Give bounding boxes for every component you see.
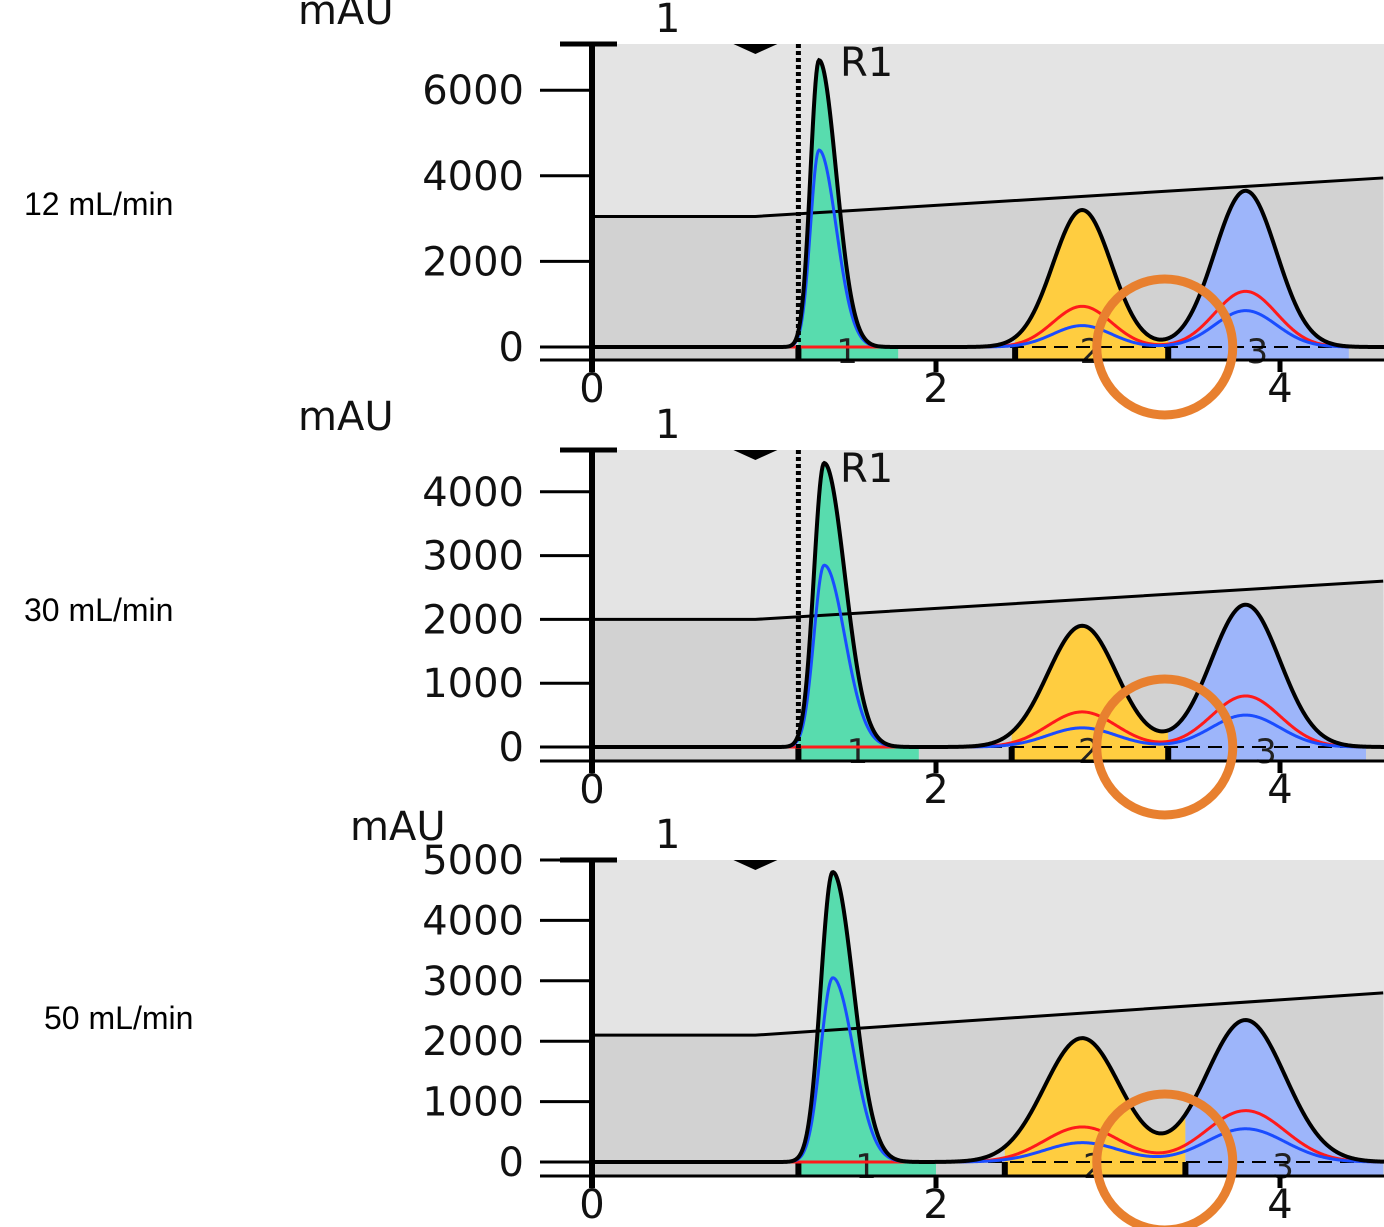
peak-label-r1: R1 <box>840 40 893 86</box>
x-tick-label: 2 <box>923 1182 948 1227</box>
fraction-marker <box>1012 347 1019 361</box>
row-label-30: 30 mL/min <box>24 592 174 628</box>
y-axis-label: mAU <box>350 804 446 850</box>
trace-black <box>592 869 1384 1164</box>
marker-label: 1 <box>655 0 680 42</box>
y-tick-label: 0 <box>499 725 524 771</box>
y-axis-label: mAU <box>298 0 394 34</box>
fraction-fill-2 <box>1004 1038 1186 1175</box>
y-tick-label: 3000 <box>422 534 524 580</box>
fraction-label: 1 <box>847 732 869 772</box>
fraction-marker <box>1165 347 1172 361</box>
marker-label: 1 <box>655 812 680 858</box>
x-tick-label: 4 <box>1267 1182 1292 1227</box>
trace-black <box>592 460 1384 749</box>
y-tick-label: 1000 <box>422 661 524 707</box>
fraction-fill-1 <box>798 60 899 360</box>
x-tick-label: 2 <box>923 366 948 412</box>
fraction-label: 1 <box>855 1147 877 1187</box>
y-tick-label: 2000 <box>422 1019 524 1065</box>
fraction-marker <box>1008 747 1015 761</box>
x-tick-label: 0 <box>579 366 604 412</box>
row-label-50: 50 mL/min <box>44 1000 194 1036</box>
fraction-fill-1 <box>798 872 936 1175</box>
highlight-circle <box>1092 674 1238 820</box>
gradient-line <box>592 579 1384 621</box>
fraction-fill-3 <box>1168 190 1349 360</box>
y-tick-label: 2000 <box>422 239 524 285</box>
fraction-label: 3 <box>1247 332 1269 372</box>
x-tick-label: 4 <box>1267 366 1292 412</box>
y-tick-label: 2000 <box>422 597 524 643</box>
y-tick-label: 6000 <box>422 68 524 114</box>
gradient-region <box>592 177 1384 360</box>
x-tick-label: 4 <box>1267 767 1292 813</box>
fraction-label: 3 <box>1272 1147 1294 1187</box>
marker-triangle-icon <box>733 450 778 460</box>
row-label-12: 12 mL/min <box>24 186 174 222</box>
y-tick-label: 0 <box>499 1140 524 1186</box>
y-tick-label: 3000 <box>422 959 524 1005</box>
fraction-label: 1 <box>836 332 858 372</box>
y-axis-label: mAU <box>298 394 394 440</box>
y-tick-label: 4000 <box>422 470 524 516</box>
y-tick-label: 5000 <box>422 838 524 884</box>
x-tick-label: 0 <box>579 767 604 813</box>
x-tick-label: 0 <box>579 1182 604 1227</box>
fraction-marker <box>1165 747 1172 761</box>
y-tick-label: 1000 <box>422 1080 524 1126</box>
fraction-marker <box>1001 1162 1008 1176</box>
fraction-fill-3 <box>1185 1020 1384 1175</box>
y-tick-label: 4000 <box>422 898 524 944</box>
highlight-circle <box>1092 274 1238 420</box>
fraction-marker <box>795 1162 802 1176</box>
y-tick-label: 4000 <box>422 154 524 200</box>
highlight-circle <box>1092 1089 1238 1227</box>
y-tick-label: 0 <box>499 325 524 371</box>
peak-label-r1: R1 <box>840 446 893 492</box>
fraction-marker <box>1182 1162 1189 1176</box>
marker-triangle-icon <box>733 44 778 54</box>
trace-black <box>592 57 1384 349</box>
fraction-fill-3 <box>1168 604 1366 760</box>
gradient-line <box>592 176 1384 218</box>
x-tick-label: 2 <box>923 767 948 813</box>
marker-label: 1 <box>655 402 680 448</box>
fraction-label: 3 <box>1255 732 1277 772</box>
gradient-line <box>592 991 1384 1037</box>
fraction-fill-1 <box>798 463 919 760</box>
marker-triangle-icon <box>733 860 778 870</box>
fraction-fill-2 <box>1011 625 1169 760</box>
